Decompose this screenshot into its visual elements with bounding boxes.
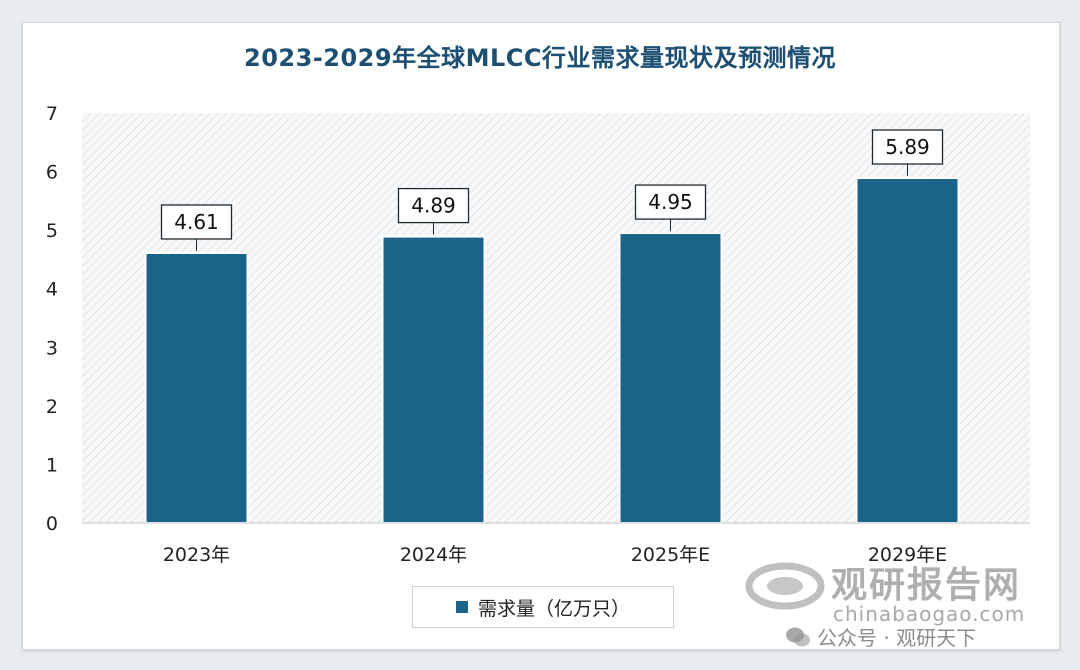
legend-swatch (455, 601, 468, 613)
y-tick-label: 5 (46, 220, 58, 242)
bar (855, 177, 960, 524)
x-tick-label: 2023年 (163, 544, 230, 566)
data-label: 4.95 (648, 190, 693, 214)
chart-title: 2023-2029年全球MLCC行业需求量现状及预测情况 (244, 44, 836, 72)
account-line: 公众号 · 观研天下 (785, 622, 976, 651)
x-tick-label: 2029年E (868, 544, 947, 566)
legend: 需求量（亿万只） (412, 586, 674, 628)
wechat-icon (786, 627, 810, 646)
y-tick-label: 3 (46, 337, 58, 359)
bar (618, 232, 723, 524)
y-axis: 0 1 2 3 4 5 6 7 (46, 103, 58, 535)
y-tick-label: 6 (46, 162, 58, 184)
data-label: 5.89 (885, 135, 930, 159)
y-tick-label: 4 (46, 279, 58, 301)
watermark: 观研报告网 chinabaogao.com 公众号 · 观研天下 (745, 556, 1065, 656)
y-tick-label: 7 (46, 103, 58, 125)
y-tick-label: 2 (46, 396, 58, 418)
x-tick-label: 2025年E (631, 544, 710, 566)
bar (144, 251, 249, 524)
brand-name: 观研报告网 (831, 565, 1022, 606)
data-labels: 4.61 4.89 4.95 5.89 (160, 129, 944, 251)
account-text: 公众号 · 观研天下 (817, 626, 977, 650)
bar-series (144, 177, 960, 524)
brand-url: chinabaogao.com (833, 602, 1026, 626)
x-tick-label: 2024年 (400, 544, 467, 566)
y-tick-label: 0 (46, 513, 58, 535)
data-label-box (634, 184, 707, 220)
x-axis: 2023年 2024年 2025年E 2029年E (163, 544, 947, 566)
brand-logo-icon (745, 562, 825, 610)
legend-label: 需求量（亿万只） (477, 597, 630, 620)
data-label: 4.61 (174, 210, 219, 234)
y-tick-label: 1 (46, 454, 58, 476)
data-label: 4.89 (411, 194, 456, 218)
bar (381, 235, 486, 524)
